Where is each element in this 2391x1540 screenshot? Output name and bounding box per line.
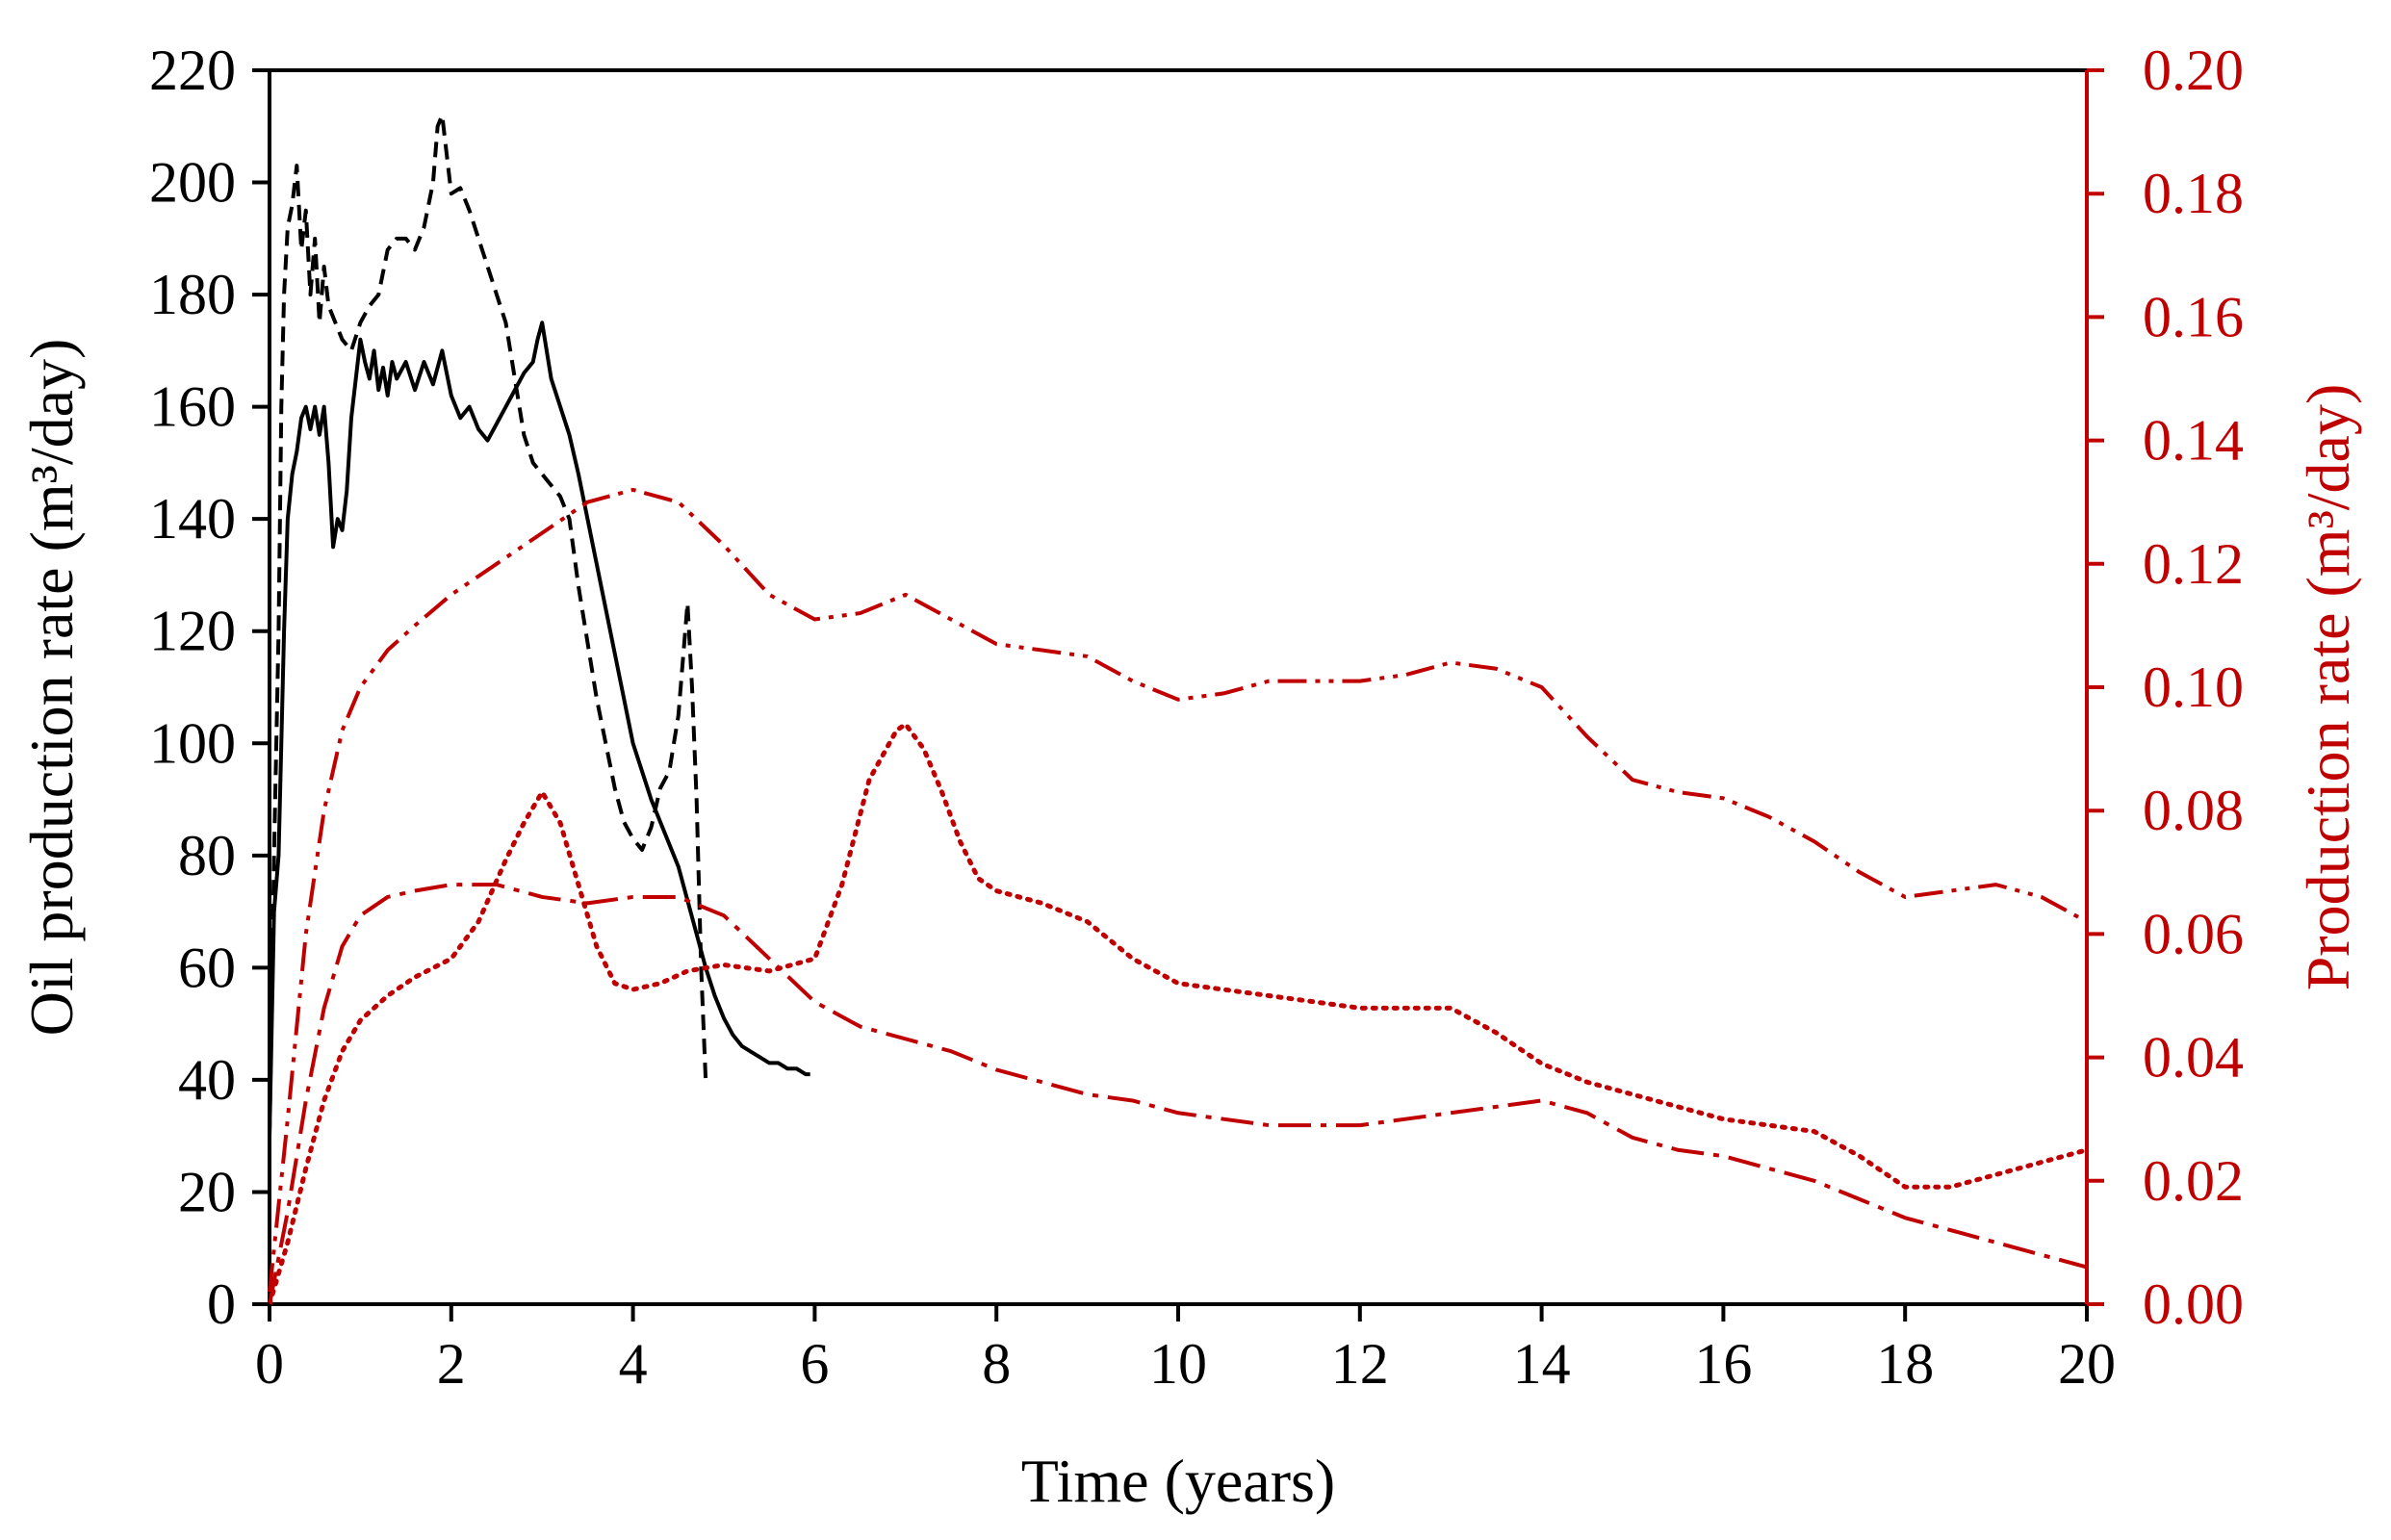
series-line-red-dotted [267,721,2090,1307]
left-y-tick-label: 160 [149,375,236,439]
right-y-axis-title: Production rate (m³/day) [2294,384,2362,991]
right-y-tick-label: 0.10 [2143,655,2244,719]
right-y-axis-ticks: 0.00 0.02 0.04 0.06 0.08 0.10 0.12 0.14 0.16 0.18… [2087,38,2244,1336]
x-axis-title: Time (years) [1021,1447,1335,1515]
right-y-tick-label: 0.06 [2143,902,2244,965]
left-y-tick-label: 140 [149,487,236,551]
series-line-red-dash-dot [268,883,2088,1305]
x-tick-label: 16 [1694,1332,1752,1396]
plot-frame [268,68,2089,1306]
right-y-tick-label: 0.00 [2143,1272,2244,1336]
x-tick-label: 10 [1149,1332,1207,1396]
left-y-tick-label: 100 [149,711,236,775]
right-y-tick-label: 0.08 [2143,779,2244,842]
x-tick-label: 20 [2058,1332,2116,1396]
right-y-tick-label: 0.18 [2143,162,2244,225]
x-tick-label: 6 [800,1332,829,1396]
left-y-tick-label: 80 [178,824,236,887]
left-y-tick-label: 180 [149,263,236,326]
left-y-tick-label: 0 [207,1272,236,1336]
x-tick-label: 18 [1876,1332,1934,1396]
x-tick-label: 12 [1331,1332,1389,1396]
x-tick-label: 14 [1513,1332,1571,1396]
right-y-tick-label: 0.12 [2143,532,2244,596]
left-y-tick-label: 20 [178,1160,236,1223]
right-y-tick-label: 0.02 [2143,1149,2244,1213]
right-y-tick-label: 0.14 [2143,409,2244,473]
left-y-tick-label: 200 [149,151,236,215]
series-line-red-dash-dot-dot [268,487,2088,1293]
right-y-tick-label: 0.20 [2143,38,2244,102]
left-y-axis-ticks: 0 20 40 60 80 100 120 140 160 180 200 220 [149,38,270,1336]
left-y-tick-label: 40 [178,1048,236,1112]
x-tick-label: 2 [437,1332,466,1396]
right-y-tick-label: 0.04 [2143,1026,2244,1090]
left-y-tick-label: 220 [149,38,236,102]
left-y-tick-label: 120 [149,600,236,663]
x-tick-label: 4 [619,1332,648,1396]
x-tick-label: 0 [255,1332,284,1396]
left-y-axis-title: Oil production rate (m³/day) [17,339,86,1037]
left-y-tick-label: 60 [178,936,236,999]
x-tick-label: 8 [982,1332,1011,1396]
right-y-tick-label: 0.16 [2143,285,2244,348]
series-layer [267,113,2090,1307]
x-axis-ticks: 0 2 4 6 8 10 12 14 16 18 20 [255,1304,2116,1396]
series-line-oil-rate-dashed [268,113,708,1137]
series-line-oil-rate-solid [268,321,810,1137]
